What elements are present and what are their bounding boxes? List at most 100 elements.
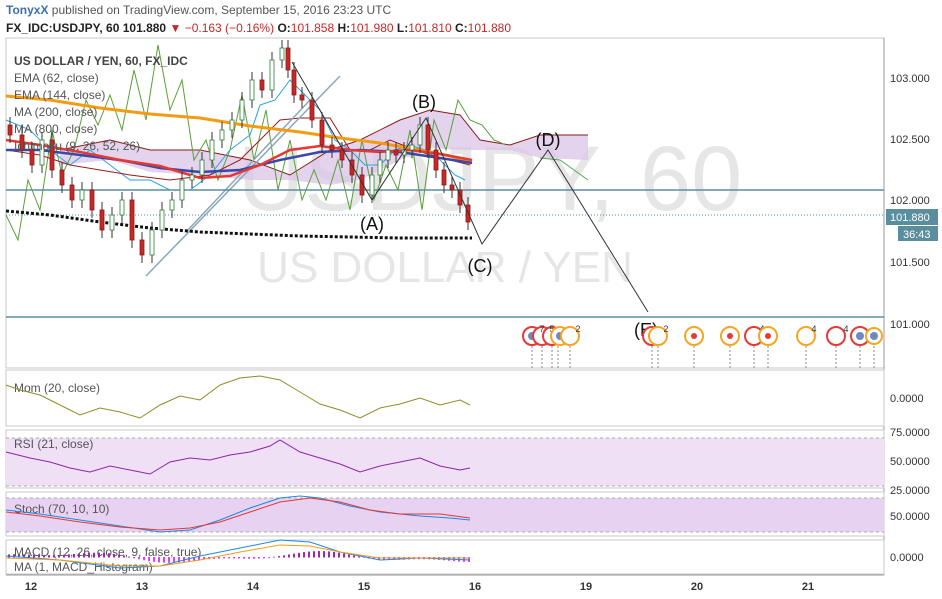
mom-label[interactable]: Mom (20, close) <box>14 381 100 395</box>
time-axis[interactable]: 12 13 14 15 16 19 20 21 <box>25 581 814 593</box>
macd-bar <box>258 557 260 559</box>
symbol-name[interactable]: FX_IDC:USDJPY, 60 <box>6 21 120 35</box>
candle-body[interactable] <box>179 179 185 201</box>
watermark-description: US DOLLAR / YEN <box>257 243 633 292</box>
candle-body[interactable] <box>279 47 285 61</box>
event-icon[interactable]: 4 <box>826 324 849 368</box>
economic-events[interactable]: 7 5 2 2 4 4 4 <box>522 324 883 368</box>
candle-body[interactable] <box>291 69 297 96</box>
legend-ema62[interactable]: EMA (62, close) <box>14 71 99 85</box>
macd-bar <box>268 557 270 558</box>
candle-body[interactable] <box>219 129 225 141</box>
candle-body[interactable] <box>425 124 431 151</box>
event-icon[interactable] <box>850 326 870 368</box>
candle-body[interactable] <box>401 149 407 156</box>
candle-body[interactable] <box>249 79 255 101</box>
macd-bar <box>13 554 15 558</box>
candle-body[interactable] <box>259 79 265 91</box>
price-tick: 102.500 <box>890 134 930 146</box>
legend-ma200[interactable]: MA (200, close) <box>14 105 97 119</box>
macd-bar <box>323 551 325 558</box>
macd-bar <box>103 552 105 558</box>
publish-header: TonyxX published on TradingView.com, Sep… <box>6 3 391 17</box>
candle-body[interactable] <box>99 209 105 231</box>
trend-line-upper[interactable] <box>185 99 311 233</box>
candle-body[interactable] <box>169 199 175 211</box>
legend-title: US DOLLAR / YEN, 60, FX_IDC <box>14 54 188 68</box>
candle-body[interactable] <box>359 174 365 196</box>
candle-body[interactable] <box>319 119 325 146</box>
event-icon[interactable] <box>684 326 704 368</box>
candle-body[interactable] <box>109 214 115 231</box>
candle-body[interactable] <box>159 209 165 231</box>
event-icon[interactable] <box>865 327 883 368</box>
candle-body[interactable] <box>457 189 463 206</box>
event-icon[interactable] <box>720 326 740 368</box>
macd-bar <box>173 557 175 563</box>
candle-body[interactable] <box>269 59 275 91</box>
candle-body[interactable] <box>49 139 55 171</box>
candle-body[interactable] <box>149 229 155 256</box>
candle-body[interactable] <box>393 149 399 156</box>
author-name[interactable]: TonyxX <box>6 3 49 17</box>
candle-body[interactable] <box>433 149 439 171</box>
candle-body[interactable] <box>189 174 195 181</box>
candlestick-series[interactable] <box>7 40 471 263</box>
candle-body[interactable] <box>59 169 65 186</box>
candle-body[interactable] <box>199 159 205 176</box>
wave-path[interactable] <box>291 61 649 313</box>
event-icon[interactable]: 2 <box>560 324 581 368</box>
price-axis[interactable]: 103.000 102.500 102.000 101.500 101.000 <box>890 73 930 331</box>
macd-bar <box>53 555 55 558</box>
candle-body[interactable] <box>299 94 305 101</box>
candle-body[interactable] <box>285 47 291 71</box>
candle-body[interactable] <box>29 149 35 166</box>
candle-body[interactable] <box>229 119 235 131</box>
trend-line-lower[interactable] <box>145 75 341 277</box>
macd-bar <box>278 556 280 558</box>
candle-body[interactable] <box>209 139 215 161</box>
macd-label[interactable]: MACD (12, 26, close, 9, false, true) <box>14 545 201 559</box>
mom-pane[interactable] <box>5 369 885 427</box>
main-legend[interactable]: US DOLLAR / YEN, 60, FX_IDC EMA (62, clo… <box>14 54 188 153</box>
legend-ichimoku[interactable]: Ichimoku (9, 26, 52, 26) <box>14 139 140 153</box>
legend-ma800[interactable]: MA (800, close) <box>14 122 97 136</box>
candle-body[interactable] <box>441 169 447 186</box>
legend-ema144[interactable]: EMA (144, close) <box>14 88 105 102</box>
candle-body[interactable] <box>369 174 375 196</box>
candle-body[interactable] <box>7 124 13 136</box>
candle-body[interactable] <box>339 149 345 161</box>
candle-body[interactable] <box>309 99 315 121</box>
macd-bar <box>283 555 285 558</box>
macd-bar <box>248 557 250 559</box>
candle-body[interactable] <box>409 144 415 151</box>
close-value: 101.880 <box>467 21 512 35</box>
macd-pane[interactable] <box>5 539 885 575</box>
candle-body[interactable] <box>385 149 391 161</box>
candle-body[interactable] <box>329 144 335 151</box>
candle-body[interactable] <box>377 159 383 176</box>
candle-body[interactable] <box>239 99 245 121</box>
rsi-label[interactable]: RSI (21, close) <box>14 437 93 451</box>
bar-countdown: 36:43 <box>903 229 931 241</box>
candle-body[interactable] <box>79 189 85 201</box>
candle-body[interactable] <box>449 184 455 191</box>
candle-body[interactable] <box>139 239 145 256</box>
candle-body[interactable] <box>69 184 75 201</box>
candle-body[interactable] <box>119 199 125 216</box>
candle-body[interactable] <box>89 189 95 211</box>
candle-body[interactable] <box>19 134 25 151</box>
event-icon[interactable]: 2 <box>648 324 669 368</box>
wave-label-d: (D) <box>536 130 561 150</box>
event-icon[interactable]: 4 <box>796 324 817 368</box>
macd-ma-label[interactable]: MA (1, MACD_Histogram) <box>14 560 153 574</box>
macd-bar <box>213 557 215 559</box>
event-icon[interactable] <box>758 326 778 368</box>
stoch-label[interactable]: Stoch (70, 10, 10) <box>14 502 109 516</box>
candle-body[interactable] <box>39 139 45 166</box>
candle-body[interactable] <box>417 124 423 146</box>
candle-body[interactable] <box>349 159 355 176</box>
candle-body[interactable] <box>129 199 135 241</box>
macd-bar <box>333 551 335 558</box>
